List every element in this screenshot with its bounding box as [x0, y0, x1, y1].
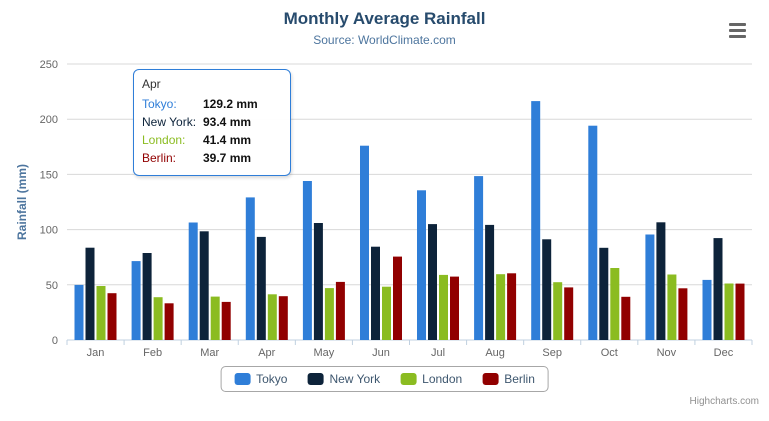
bar-berlin-may[interactable]: [335, 281, 345, 340]
bar-london-oct[interactable]: [610, 268, 620, 340]
burger-bar: [729, 35, 746, 38]
y-axis-label-150: 150: [40, 169, 58, 181]
bar-berlin-jun[interactable]: [393, 256, 402, 340]
x-axis-label-sep: Sep: [542, 347, 562, 359]
y-axis-label-0: 0: [52, 335, 58, 347]
x-axis-label-aug: Aug: [485, 347, 505, 359]
legend-swatch-berlin: [482, 373, 499, 385]
export-menu-icon[interactable]: [727, 21, 748, 40]
bar-tokyo-jul[interactable]: [417, 190, 426, 340]
bar-new-york-jun[interactable]: [371, 246, 380, 340]
bar-london-jan[interactable]: [96, 286, 106, 340]
legend-swatch-new-york: [307, 373, 324, 385]
legend-label-tokyo: Tokyo: [256, 372, 288, 386]
bar-new-york-may[interactable]: [313, 223, 323, 340]
bar-tokyo-jan[interactable]: [74, 284, 84, 340]
bar-london-may[interactable]: [324, 288, 334, 340]
y-axis-label-250: 250: [40, 59, 58, 71]
bar-berlin-nov[interactable]: [678, 288, 688, 340]
legend-label-berlin: Berlin: [504, 372, 535, 386]
bar-new-york-apr[interactable]: [256, 236, 266, 340]
bar-tokyo-nov[interactable]: [645, 234, 655, 341]
x-axis-label-mar: Mar: [200, 347, 219, 359]
bar-tokyo-apr[interactable]: [245, 197, 255, 340]
bar-london-apr[interactable]: [267, 294, 277, 340]
bar-new-york-jul[interactable]: [428, 224, 437, 340]
y-axis-label-200: 200: [40, 114, 58, 126]
bar-new-york-feb[interactable]: [142, 253, 152, 340]
bar-new-york-mar[interactable]: [199, 231, 209, 340]
bar-london-sep[interactable]: [553, 282, 563, 340]
bar-berlin-sep[interactable]: [564, 287, 574, 340]
bar-berlin-apr[interactable]: [278, 296, 288, 340]
bar-berlin-feb[interactable]: [164, 303, 174, 340]
bar-new-york-jan[interactable]: [85, 247, 95, 340]
x-axis-label-feb: Feb: [143, 347, 162, 359]
burger-bar: [729, 29, 746, 32]
bar-new-york-aug[interactable]: [485, 224, 495, 340]
burger-bar: [729, 23, 746, 26]
bar-berlin-dec[interactable]: [735, 283, 745, 340]
x-axis-label-jun: Jun: [372, 347, 390, 359]
bar-new-york-dec[interactable]: [713, 238, 723, 340]
x-axis-label-apr: Apr: [258, 347, 275, 359]
x-axis-label-nov: Nov: [657, 347, 677, 359]
legend: Tokyo New York London Berlin: [220, 366, 549, 392]
chart-title: Monthly Average Rainfall: [283, 9, 486, 28]
y-axis-label-50: 50: [46, 280, 58, 292]
bar-tokyo-oct[interactable]: [588, 125, 598, 340]
x-axis-label-may: May: [313, 347, 334, 359]
y-axis-label-100: 100: [40, 225, 58, 237]
bar-london-jul[interactable]: [439, 274, 448, 340]
y-axis-title: Rainfall (mm): [15, 164, 29, 240]
bar-london-nov[interactable]: [667, 274, 677, 341]
legend-swatch-london: [400, 373, 417, 385]
bar-tokyo-sep[interactable]: [531, 101, 541, 340]
x-axis-label-oct: Oct: [601, 347, 618, 359]
legend-label-london: London: [422, 372, 463, 386]
legend-item-berlin[interactable]: Berlin: [482, 372, 535, 386]
bar-london-dec[interactable]: [724, 283, 734, 341]
bar-new-york-sep[interactable]: [542, 239, 552, 340]
x-axis-label-jul: Jul: [431, 347, 445, 359]
bar-new-york-oct[interactable]: [599, 247, 609, 340]
legend-item-new-york[interactable]: New York: [307, 372, 380, 386]
bar-berlin-jul[interactable]: [450, 276, 459, 340]
bar-london-jun[interactable]: [382, 286, 391, 340]
bar-london-mar[interactable]: [210, 296, 220, 340]
bar-tokyo-aug[interactable]: [474, 176, 484, 340]
bar-new-york-nov[interactable]: [656, 222, 666, 340]
bar-berlin-mar[interactable]: [221, 301, 231, 340]
legend-item-tokyo[interactable]: Tokyo: [234, 372, 287, 386]
bar-tokyo-feb[interactable]: [131, 261, 141, 340]
bar-tokyo-mar[interactable]: [188, 222, 198, 341]
bar-berlin-aug[interactable]: [507, 273, 517, 340]
x-axis-label-jan: Jan: [87, 347, 105, 359]
legend-swatch-tokyo: [234, 373, 251, 385]
bar-tokyo-jun[interactable]: [360, 145, 369, 340]
x-axis-label-dec: Dec: [714, 347, 734, 359]
bar-london-aug[interactable]: [496, 274, 506, 340]
bar-tokyo-may[interactable]: [302, 181, 312, 340]
legend-item-london[interactable]: London: [400, 372, 462, 386]
credits-link[interactable]: Highcharts.com: [689, 396, 759, 407]
bar-berlin-oct[interactable]: [621, 296, 631, 340]
bar-berlin-jan[interactable]: [107, 293, 117, 340]
legend-label-new-york: New York: [329, 372, 381, 386]
chart-subtitle: Source: WorldClimate.com: [313, 33, 456, 47]
bar-tokyo-dec[interactable]: [702, 279, 712, 340]
bar-london-feb[interactable]: [153, 297, 163, 340]
